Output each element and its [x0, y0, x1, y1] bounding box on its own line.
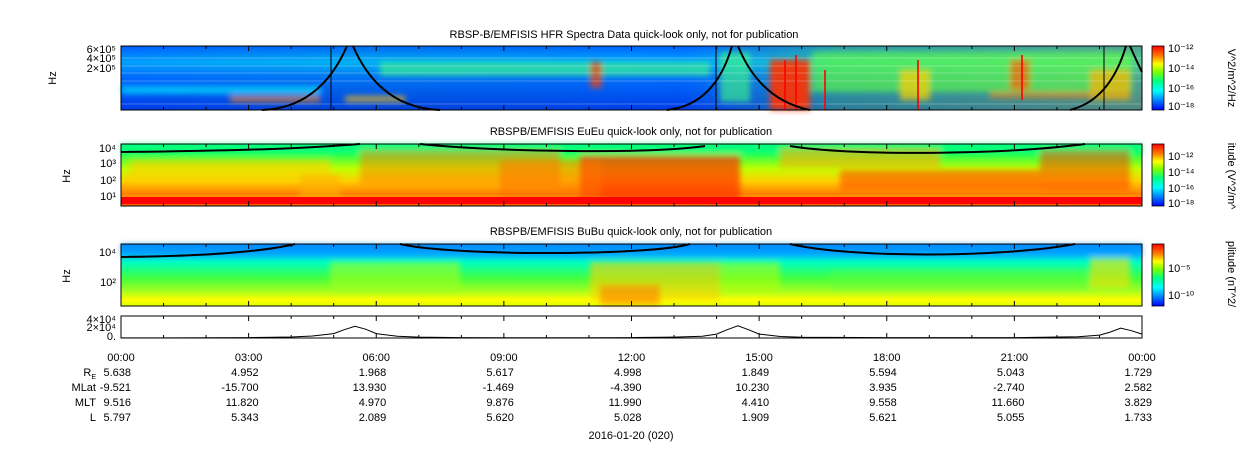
panel-2-cbar-tick: 10⁻¹⁶: [1168, 183, 1194, 195]
panel-1-cbar-tick: 10⁻¹²: [1168, 43, 1194, 55]
panel-4-ytick: 4×10⁴: [86, 314, 116, 326]
panel-1-cbar-label: V^2/m^2/Hz: [1225, 49, 1237, 108]
panel-1-ytick: 4×10⁵: [87, 53, 116, 65]
panel-3-cbar-tick: 10⁻¹⁰: [1168, 290, 1195, 302]
panel-1-colorbar: 10⁻¹² 10⁻¹⁴ 10⁻¹⁶ 10⁻¹⁸ V^2/m^2/Hz: [1151, 43, 1237, 113]
ephem-value: 4.410: [742, 397, 770, 409]
ephem-value: 4.998: [614, 367, 642, 379]
ephem-value: 1.733: [1124, 412, 1152, 424]
x-tick-label: 00:00: [1128, 352, 1156, 364]
panel-3-spectrogram: [120, 243, 1142, 306]
panel-3-ytick: 10²: [100, 277, 116, 289]
panel-1-ytick: 6×10⁵: [87, 44, 116, 56]
ephem-value: 3.935: [869, 382, 897, 394]
ephem-value: 5.594: [869, 367, 897, 379]
ephem-value: 3.829: [1124, 397, 1152, 409]
x-tick-label: 18:00: [873, 352, 901, 364]
panel-1-cbar-tick: 10⁻¹⁴: [1168, 63, 1195, 75]
ephem-value: 9.876: [486, 397, 514, 409]
x-axis: 00:00 03:00 06:00 09:00 12:00 15:00 18:00 21:00…: [107, 46, 1156, 364]
panel-1-ylabel: Hz: [47, 71, 59, 84]
panel-2-cbar-tick: 10⁻¹⁸: [1168, 198, 1194, 210]
panel-1-spectrogram: [121, 45, 1143, 111]
x-tick-label: 03:00: [235, 352, 263, 364]
x-tick-label: 06:00: [362, 352, 390, 364]
ephem-value: -4.390: [610, 382, 641, 394]
ephem-value: -2.740: [993, 382, 1024, 394]
panel-2-colorbar: 10⁻¹² 10⁻¹⁴ 10⁻¹⁶ 10⁻¹⁸ itude (V^2/m^: [1151, 143, 1237, 210]
panel-2-ytick: 10⁴: [99, 143, 116, 155]
ephem-label-mlt: MLT: [75, 397, 96, 409]
panel-2-cbar-label: itude (V^2/m^: [1225, 143, 1237, 210]
ephem-value: 1.729: [1124, 367, 1152, 379]
ephem-value: 11.820: [226, 397, 259, 409]
panel-1-yaxis: 6×10⁵ 4×10⁵ 2×10⁵ Hz: [47, 44, 116, 85]
panel-3-colorbar: 10⁻⁵ 10⁻¹⁰ plitude (nT^2/: [1151, 241, 1237, 308]
panel-2-ytick: 10¹: [100, 191, 116, 203]
ephem-label-re: RE: [83, 367, 96, 381]
panel-1-cbar-tick: 10⁻¹⁶: [1168, 83, 1194, 95]
ephem-value: 9.558: [869, 397, 897, 409]
panel-2-title: RBSPB/EMFISIS EuEu quick-look only, not …: [490, 126, 772, 138]
panel-4-ytick: 2×10⁴: [86, 322, 116, 334]
ephem-value: 10.230: [735, 382, 769, 394]
panel-2-yaxis: 10⁴ 10³ 10² 10¹ Hz: [61, 143, 116, 203]
panel-2-ytick: 10³: [100, 158, 116, 170]
ephem-value: 4.970: [359, 397, 387, 409]
ephem-value: 11.990: [609, 397, 642, 409]
ephem-value: 2.582: [1124, 382, 1152, 394]
panel-1-title: RBSP-B/EMFISIS HFR Spectra Data quick-lo…: [450, 29, 799, 41]
ephem-label-mlat: MLat: [72, 382, 96, 394]
panel-1-ytick: 2×10⁵: [87, 63, 116, 75]
ephem-value: 2.089: [359, 412, 387, 424]
ephem-value: 5.621: [869, 412, 897, 424]
ephem-value: 1.909: [742, 412, 770, 424]
panel-2-cbar-tick: 10⁻¹⁴: [1168, 167, 1195, 179]
panel-3-cbar-tick: 10⁻⁵: [1168, 263, 1191, 275]
x-tick-label: 12:00: [618, 352, 646, 364]
ephem-value: 5.617: [486, 367, 514, 379]
x-tick-label: 15:00: [745, 352, 773, 364]
ephem-value: 13.930: [353, 382, 387, 394]
ephem-value: 11.660: [992, 397, 1025, 409]
ephem-value: 5.043: [997, 367, 1025, 379]
ephem-value: 4.952: [231, 367, 259, 379]
x-tick-label: 09:00: [490, 352, 518, 364]
date-label: 2016-01-20 (020): [588, 430, 673, 442]
panel-3-ytick: 10⁴: [99, 247, 116, 259]
ephemeris-table: RE MLat MLT L 5.638 4.952 1.968 5.617 4.998 1…: [72, 367, 1152, 424]
panel-3-title: RBSPB/EMFISIS BuBu quick-look only, not …: [490, 226, 772, 238]
panel-2-ylabel: Hz: [61, 169, 73, 182]
panel-1-cbar-tick: 10⁻¹⁸: [1168, 101, 1194, 113]
ephem-value: 5.343: [231, 412, 259, 424]
ephem-value: 5.620: [486, 412, 514, 424]
ephem-label-l: L: [90, 412, 96, 424]
panel-3-yaxis: 10⁴ 10² Hz: [61, 247, 116, 289]
ephem-value: 1.968: [359, 367, 387, 379]
panel-3-cbar-label: plitude (nT^2/: [1225, 241, 1237, 308]
x-tick-label: 00:00: [107, 352, 135, 364]
ephem-value: 5.797: [103, 412, 131, 424]
panel-2-spectrogram: [120, 143, 1142, 206]
panel-3-ylabel: Hz: [61, 269, 73, 282]
ephem-value: -1.469: [483, 382, 514, 394]
ephem-value: 5.055: [997, 412, 1025, 424]
ephem-value: -15.700: [221, 382, 258, 394]
panel-2-ytick: 10²: [100, 175, 116, 187]
ephem-value: 5.028: [614, 412, 642, 424]
panel-4-ytick: 0.: [107, 331, 116, 343]
x-tick-label: 21:00: [1001, 352, 1029, 364]
ephem-value: 9.516: [103, 397, 131, 409]
panel-2-cbar-tick: 10⁻¹²: [1168, 151, 1194, 163]
ephem-value: 5.638: [103, 367, 131, 379]
panel-4-line-plot: 4×10⁴ 2×10⁴ 0.: [86, 314, 1143, 343]
ephem-value: 1.849: [742, 367, 770, 379]
ephem-value: -9.521: [100, 382, 131, 394]
